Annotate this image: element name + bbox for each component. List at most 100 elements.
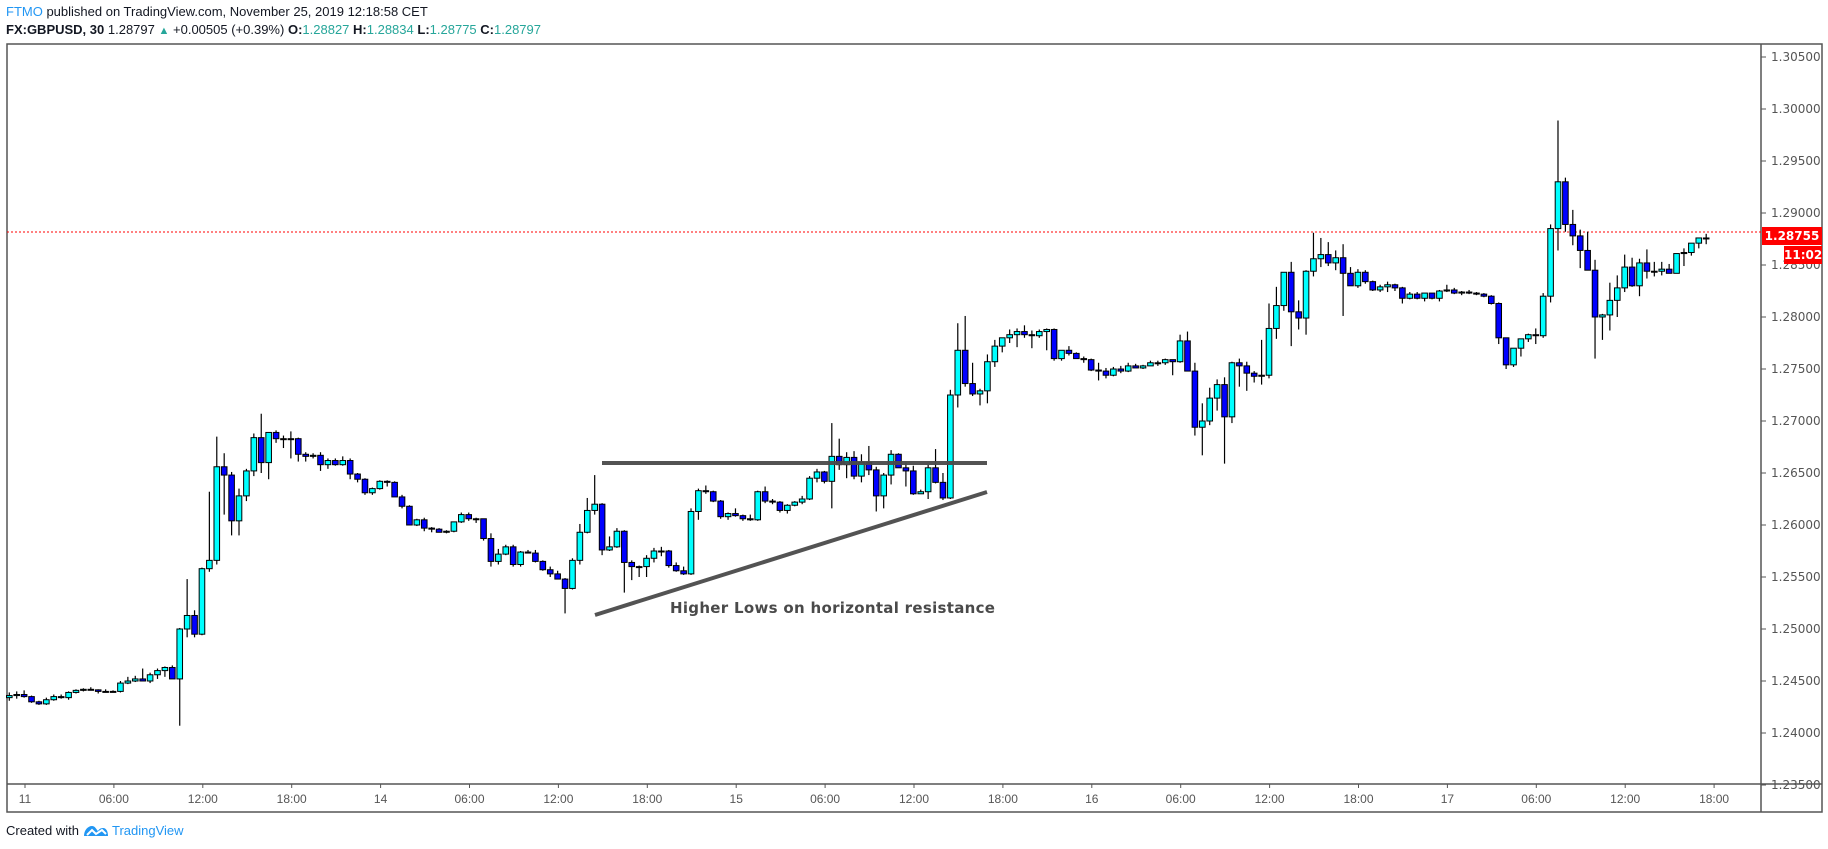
candle-body: [94, 689, 102, 692]
candle-body: [1510, 347, 1517, 366]
candle-body: [724, 513, 732, 518]
candle-body: [635, 566, 643, 569]
candle-body: [1613, 287, 1621, 301]
candle-body: [13, 694, 21, 697]
candle-body: [228, 474, 235, 522]
low-value: 1.28775: [429, 22, 477, 37]
time-tick-label: 15: [730, 792, 744, 806]
candle-body: [583, 509, 591, 533]
candle-body: [1161, 359, 1169, 364]
candle-body: [1421, 292, 1428, 299]
tradingview-logo-icon: [83, 825, 108, 836]
candle-body: [598, 503, 606, 551]
candle-body: [124, 680, 132, 684]
candle-body: [1658, 268, 1666, 272]
candle-body: [154, 670, 161, 676]
candle-body: [294, 438, 302, 455]
candle-body: [687, 510, 695, 575]
time-tick-label: 06:00: [1521, 792, 1551, 806]
candle-body: [1021, 331, 1028, 336]
open-label: O:: [287, 22, 303, 37]
candle-body: [339, 460, 347, 466]
bar-countdown-label: 11:02: [1784, 246, 1823, 264]
price-change: +0.00505 (+0.39%): [173, 22, 285, 37]
candle-body: [1191, 370, 1199, 428]
high-value: 1.28834: [366, 22, 414, 37]
candle-body: [672, 565, 680, 572]
candle-body: [183, 614, 191, 630]
candle-body: [850, 456, 858, 477]
candle-body: [658, 550, 665, 553]
candle-body: [80, 688, 87, 691]
price-tick-label: 1.29000: [1771, 206, 1821, 220]
candle-body: [761, 491, 769, 502]
candle-body: [1384, 284, 1391, 288]
annotation-text[interactable]: Higher Lows on horizontal resistance: [670, 599, 996, 617]
candle-body: [35, 701, 43, 705]
candle-body: [917, 491, 925, 495]
candle-body: [435, 528, 443, 533]
close-value: 1.28797: [494, 22, 541, 37]
candle-body: [1280, 271, 1288, 307]
candle-body: [524, 551, 532, 554]
price-tick-label: 1.30500: [1771, 50, 1821, 64]
candle-body: [1362, 271, 1369, 283]
symbol-legend: FX:GBPUSD, 30 1.28797 ▲ +0.00505 (+0.39%…: [6, 22, 541, 37]
candle-body: [87, 688, 95, 691]
time-tick-label: 06:00: [99, 792, 129, 806]
publisher-link[interactable]: FTMO: [6, 4, 43, 19]
candle-body: [1006, 334, 1013, 339]
candle-body: [406, 505, 413, 526]
price-tick-label: 1.26500: [1771, 466, 1821, 480]
candle-body: [546, 569, 554, 575]
price-tick-label: 1.23500: [1771, 778, 1821, 792]
candle-body: [1324, 254, 1332, 264]
time-tick-label: 06:00: [454, 792, 484, 806]
publish-info: FTMO published on TradingView.com, Novem…: [6, 4, 428, 19]
candle-body: [517, 551, 524, 566]
candle-body: [1628, 266, 1636, 287]
candle-body: [1488, 295, 1495, 304]
candle-body: [1147, 362, 1154, 367]
candle-body: [554, 573, 561, 580]
up-arrow-icon: ▲: [158, 25, 170, 37]
candle-body: [1087, 359, 1095, 371]
candle-body: [606, 546, 613, 551]
higher-lows-trendline[interactable]: [594, 490, 988, 617]
candle-body: [1480, 293, 1488, 297]
candle-body: [1035, 331, 1043, 337]
candle-body: [1495, 302, 1503, 339]
candle-body: [383, 480, 391, 483]
candle-body: [813, 471, 821, 479]
tradingview-link[interactable]: TradingView: [111, 823, 184, 838]
candle-body: [57, 696, 65, 699]
candle-body: [495, 553, 502, 562]
candle-body: [1339, 257, 1347, 274]
time-tick-label: 12:00: [1255, 792, 1285, 806]
candle-body: [302, 453, 309, 457]
time-tick-label: 16: [1085, 792, 1099, 806]
candle-body: [1673, 253, 1680, 274]
candle-body: [739, 515, 747, 520]
candle-body: [947, 394, 954, 499]
candle-body: [1273, 305, 1280, 329]
candle-body: [621, 530, 628, 563]
time-tick-label: 18:00: [988, 792, 1018, 806]
candle-body: [798, 498, 806, 503]
candle-body: [976, 390, 984, 395]
candle-body: [1584, 249, 1591, 271]
candle-body: [754, 491, 762, 521]
candle-body: [561, 578, 569, 589]
candle-body: [1525, 334, 1532, 340]
candle-body: [220, 466, 228, 476]
candle-body: [1665, 268, 1673, 274]
candle-body: [1132, 365, 1139, 369]
candle-body: [1399, 287, 1406, 299]
candle-body: [1695, 237, 1703, 244]
price-tick-label: 1.24000: [1771, 726, 1821, 740]
candle-body: [680, 570, 687, 575]
candle-body: [1073, 352, 1080, 360]
candle-body: [1702, 237, 1710, 240]
low-label: L:: [417, 22, 430, 37]
